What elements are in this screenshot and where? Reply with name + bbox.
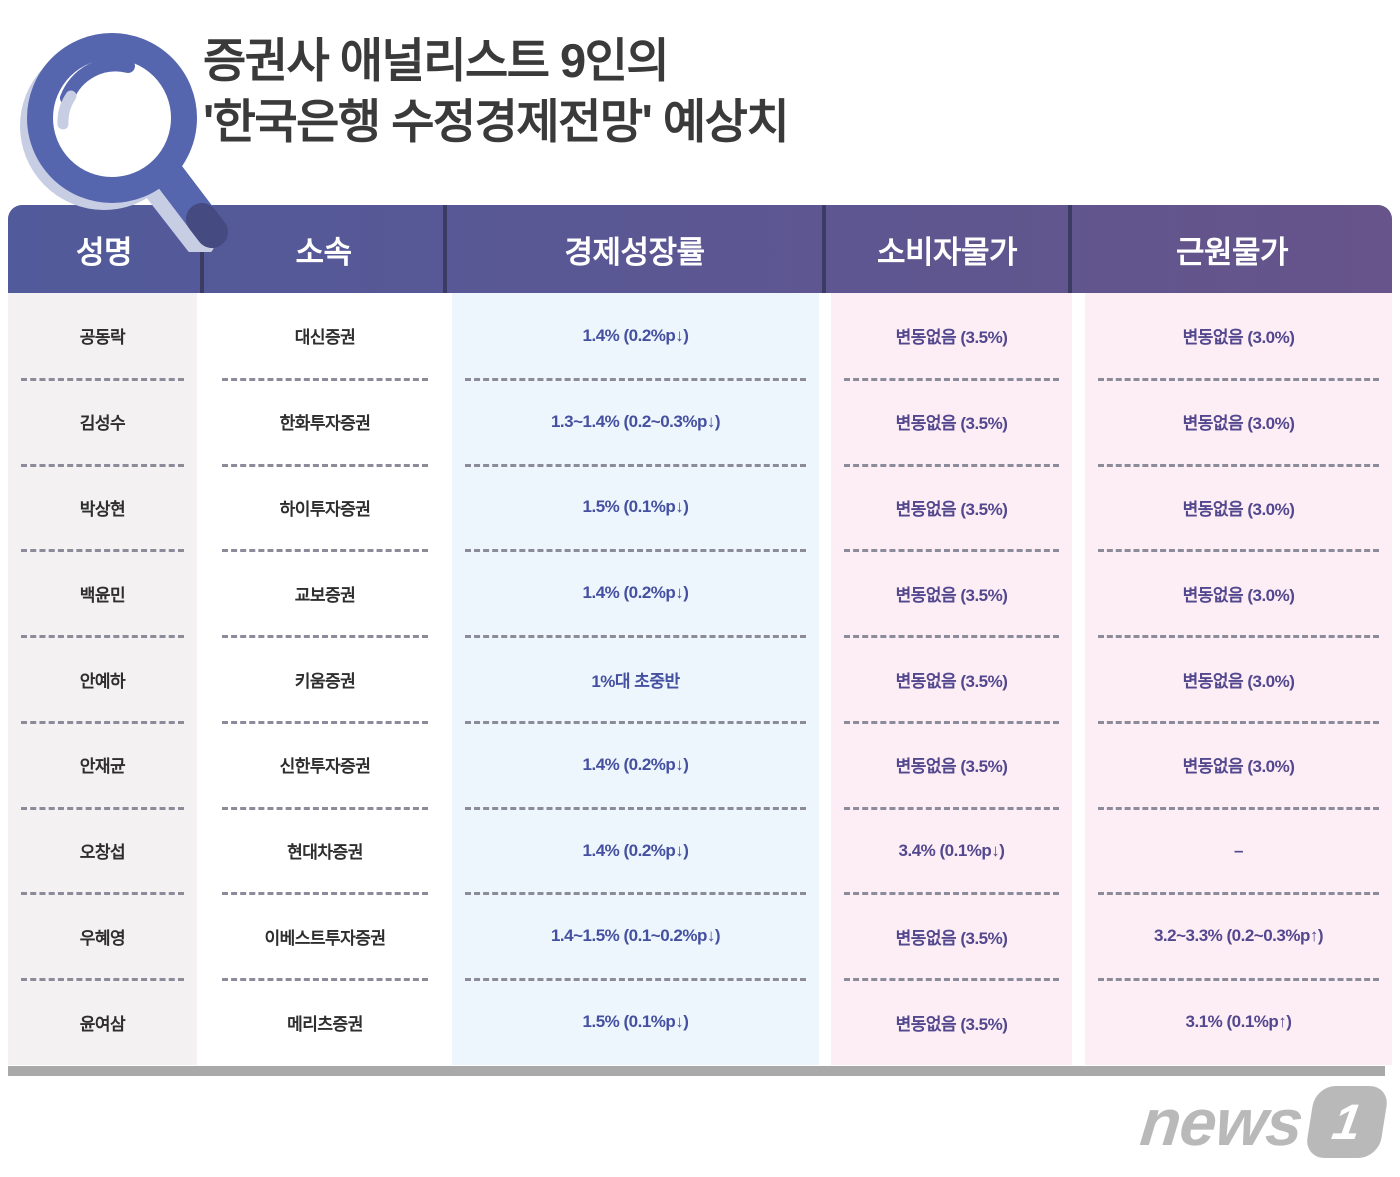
table-column-core: 변동없음 (3.0%) 변동없음 (3.0%) 변동없음 (3.0%) 변동없음 (3… bbox=[1085, 293, 1392, 1065]
cell-name-row-8: 우혜영 bbox=[8, 893, 197, 982]
column-header-growth: 경제성장률 bbox=[564, 234, 705, 270]
cell-firm-row-9: 메리츠증권 bbox=[287, 1014, 363, 1034]
cell-cpi-row-2: 변동없음 (3.5%) bbox=[831, 379, 1072, 467]
cell-growth-row-7: 1.4% (0.2%p↓) bbox=[452, 808, 819, 896]
cell-growth-row-6: 1.4% (0.2%p↓) bbox=[452, 722, 819, 810]
news1-logo-text: news bbox=[1137, 1085, 1306, 1159]
cell-name-row-3: 박상현 bbox=[8, 465, 197, 553]
page-title: 증권사 애널리스트 9인의 '한국은행 수정경제전망' 예상치 bbox=[203, 30, 790, 152]
column-header-name: 성명 bbox=[75, 234, 133, 270]
table-body: 공동락 김성수 박상현 백윤민 안예하 안재균 오창섭 우혜영 윤여삼 대신증권 한화투자증권 하이투… bbox=[8, 293, 1392, 1065]
cell-name-row-1: 공동락 bbox=[8, 293, 197, 381]
cell-cpi-row-4: 변동없음 (3.5%) bbox=[831, 550, 1072, 638]
cell-firm-row-8: 이베스트투자증권 bbox=[209, 893, 441, 982]
cell-growth-row-1: 1.4% (0.2%p↓) bbox=[452, 293, 819, 381]
cell-core-row-8: 3.2~3.3% (0.2~0.3%p↑) bbox=[1085, 893, 1392, 982]
cell-firm-row-1: 대신증권 bbox=[209, 293, 441, 381]
cell-firm-row-6: 신한투자증권 bbox=[209, 722, 441, 810]
cell-growth-row-5: 1%대 초중반 bbox=[452, 636, 819, 724]
cell-growth-row-3: 1.5% (0.1%p↓) bbox=[452, 465, 819, 553]
cell-cpi-row-1: 변동없음 (3.5%) bbox=[831, 293, 1072, 381]
table-column-firm: 대신증권 한화투자증권 하이투자증권 교보증권 키움증권 신한투자증권 현대차증권 이베스트투… bbox=[209, 293, 441, 1065]
column-header-firm: 소속 bbox=[295, 234, 352, 270]
cell-growth-row-9: 1.5% (0.1%p↓) bbox=[582, 1012, 689, 1032]
cell-core-row-5: 변동없음 (3.0%) bbox=[1085, 636, 1392, 724]
cell-core-row-2: 변동없음 (3.0%) bbox=[1085, 379, 1392, 467]
cell-cpi-row-7: 3.4% (0.1%p↓) bbox=[831, 808, 1072, 896]
cell-name-row-7: 오창섭 bbox=[8, 808, 197, 896]
cell-cpi-row-5: 변동없음 (3.5%) bbox=[831, 636, 1072, 724]
cell-growth-row-8: 1.4~1.5% (0.1~0.2%p↓) bbox=[452, 893, 819, 982]
column-divider bbox=[1068, 205, 1072, 293]
footer-divider-bar bbox=[8, 1066, 1385, 1076]
cell-firm-row-4: 교보증권 bbox=[209, 550, 441, 638]
column-header-cpi: 소비자물가 bbox=[876, 234, 1018, 270]
cell-core-row-7: – bbox=[1085, 808, 1392, 896]
cell-name-row-9: 윤여삼 bbox=[79, 1014, 126, 1034]
table-column-cpi: 변동없음 (3.5%) 변동없음 (3.5%) 변동없음 (3.5%) 변동없음 (3… bbox=[831, 293, 1072, 1065]
cell-firm-row-7: 현대차증권 bbox=[209, 808, 441, 896]
cell-growth-row-4: 1.4% (0.2%p↓) bbox=[452, 550, 819, 638]
cell-name-row-4: 백윤민 bbox=[8, 550, 197, 638]
cell-firm-row-2: 한화투자증권 bbox=[209, 379, 441, 467]
table-column-growth: 1.4% (0.2%p↓) 1.3~1.4% (0.2~0.3%p↓) 1.5% (… bbox=[452, 293, 819, 1065]
cell-core-row-3: 변동없음 (3.0%) bbox=[1085, 465, 1392, 553]
cell-cpi-row-6: 변동없음 (3.5%) bbox=[831, 722, 1072, 810]
cell-growth-row-2: 1.3~1.4% (0.2~0.3%p↓) bbox=[452, 379, 819, 467]
column-divider bbox=[443, 205, 447, 293]
cell-firm-row-5: 키움증권 bbox=[209, 636, 441, 724]
page-title-line2: '한국은행 수정경제전망' 예상치 bbox=[203, 95, 790, 148]
cell-name-row-6: 안재균 bbox=[8, 722, 197, 810]
cell-core-row-6: 변동없음 (3.0%) bbox=[1085, 722, 1392, 810]
cell-core-row-4: 변동없음 (3.0%) bbox=[1085, 550, 1392, 638]
cell-core-row-1: 변동없음 (3.0%) bbox=[1085, 293, 1392, 381]
news1-logo-badge: 1 bbox=[1304, 1086, 1390, 1158]
news1-logo: news 1 bbox=[1137, 1085, 1390, 1159]
column-divider bbox=[822, 205, 826, 293]
cell-cpi-row-3: 변동없음 (3.5%) bbox=[831, 465, 1072, 553]
cell-cpi-row-8: 변동없음 (3.5%) bbox=[831, 893, 1072, 982]
cell-firm-row-3: 하이투자증권 bbox=[209, 465, 441, 553]
page-title-line1: 증권사 애널리스트 9인의 bbox=[203, 34, 670, 87]
cell-name-row-2: 김성수 bbox=[8, 379, 197, 467]
column-header-core: 근원물가 bbox=[1175, 234, 1289, 270]
cell-name-row-5: 안예하 bbox=[8, 636, 197, 724]
search-magnifier-icon bbox=[20, 33, 228, 252]
cell-cpi-row-9: 변동없음 (3.5%) bbox=[895, 1014, 1008, 1034]
cell-core-row-9: 3.1% (0.1%p↑) bbox=[1185, 1012, 1292, 1032]
